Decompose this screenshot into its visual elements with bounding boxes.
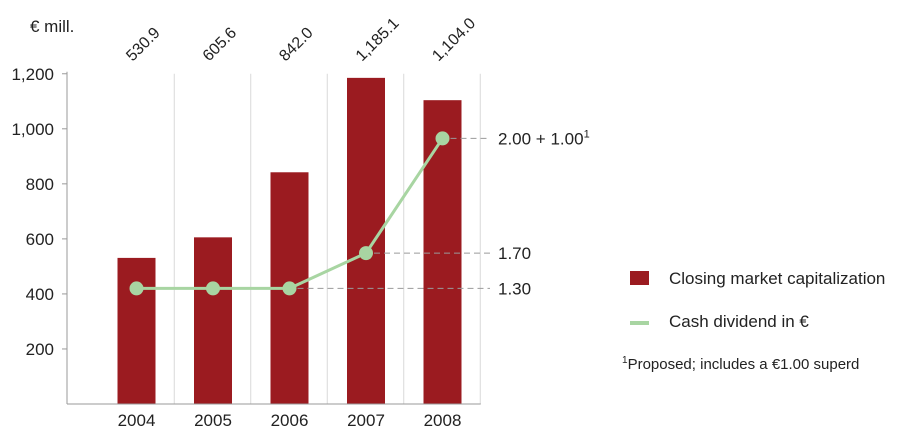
bar-value-label: 1,104.0 <box>429 15 479 65</box>
y-tick-label: 600 <box>26 230 54 249</box>
x-tick-label: 2004 <box>118 411 156 430</box>
x-tick-label: 2007 <box>347 411 385 430</box>
annotation-label: 1.70 <box>498 244 531 263</box>
annotation-text: 1.70 <box>498 244 531 263</box>
x-tick-label: 2006 <box>271 411 309 430</box>
bar-value-label: 530.9 <box>123 24 163 64</box>
dividend-point <box>129 281 144 296</box>
footnote: 1Proposed; includes a €1.00 superd <box>622 355 859 373</box>
bar <box>117 257 156 404</box>
bar-value-label: 842.0 <box>276 24 316 64</box>
y-tick-label: 1,200 <box>11 65 54 84</box>
annotation-leaders <box>297 137 490 289</box>
annotation-label: 2.00 + 1.001 <box>498 128 590 148</box>
footnote-superscript: 1 <box>622 355 628 366</box>
x-tick-label: 2005 <box>194 411 232 430</box>
y-tick-label: 400 <box>26 285 54 304</box>
dividend-point <box>282 281 297 296</box>
legend: Closing market capitalization Cash divide… <box>622 269 885 373</box>
bar <box>423 100 462 404</box>
legend-swatch-bar <box>630 271 649 285</box>
annotation-text: 2.00 + 1.00 <box>498 129 584 148</box>
bar-value-label: 1,185.1 <box>353 15 403 65</box>
bar-value-label: 605.6 <box>200 24 240 64</box>
y-tick-label: 200 <box>26 340 54 359</box>
annotation-label: 1.30 <box>498 279 531 298</box>
bars <box>117 77 462 405</box>
dividend-point <box>435 131 450 146</box>
y-tick-label: 1,000 <box>11 120 54 139</box>
grid-lines <box>173 73 481 404</box>
legend-swatch-line <box>630 321 649 325</box>
axes <box>62 71 481 405</box>
bar <box>194 237 232 404</box>
y-tick-label: 800 <box>26 175 54 194</box>
bar <box>347 77 385 405</box>
annotation-text: 1.30 <box>498 279 531 298</box>
x-tick-label: 2008 <box>424 411 462 430</box>
annotation-superscript: 1 <box>584 128 590 140</box>
footnote-text: Proposed; includes a €1.00 superd <box>628 356 860 373</box>
dividend-point <box>359 246 373 261</box>
y-unit-label: € mill. <box>30 17 74 36</box>
legend-label-dividend: Cash dividend in € <box>669 312 809 331</box>
legend-label-market-cap: Closing market capitalization <box>669 269 885 288</box>
dividend-point <box>206 281 220 296</box>
dividend-line <box>129 131 450 296</box>
